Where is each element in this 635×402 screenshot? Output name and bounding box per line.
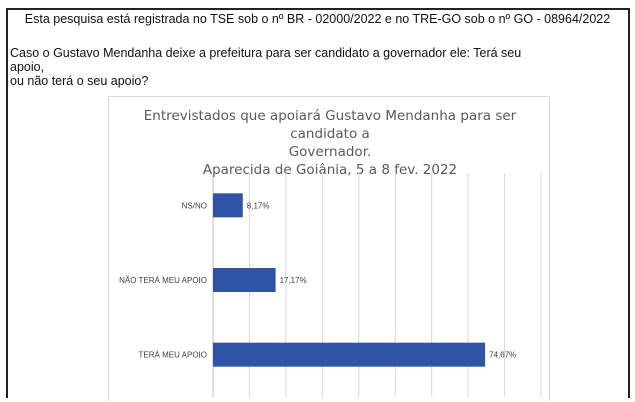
chart-title-line-1: Entrevistados que apoiará Gustavo Mendan… <box>143 108 517 142</box>
bar <box>213 342 486 367</box>
bar <box>213 268 276 292</box>
screenshot-frame <box>6 8 630 398</box>
value-label: 8,17% <box>247 201 270 210</box>
chart-title-line-2: Governador. <box>288 144 372 160</box>
chart-title: Entrevistados que apoiará Gustavo Mendan… <box>109 107 551 179</box>
category-label: TERÁ MEU APOIO <box>139 351 207 360</box>
registry-notice: Esta pesquisa está registrada no TSE sob… <box>24 12 611 26</box>
category-label: NÃO TERÁ MEU APOIO <box>119 276 207 285</box>
survey-question: Caso o Gustavo Mendanha deixe a prefeitu… <box>10 46 530 88</box>
survey-question-line-1: Caso o Gustavo Mendanha deixe a prefeitu… <box>10 46 522 74</box>
chart-title-line-3: Aparecida de Goiânia, 5 a 8 fev. 2022 <box>202 162 458 178</box>
value-label: 17,17% <box>280 276 307 285</box>
survey-question-line-2: ou não terá o seu apoio? <box>10 74 149 88</box>
category-label: NS/NO <box>182 201 207 210</box>
chart-panel: Entrevistados que apoiará Gustavo Mendan… <box>108 96 550 401</box>
bar-chart: NS/NO 8,17% NÃO TERÁ MEU APOIO 17,17% TERÁ M… <box>119 173 542 397</box>
bar <box>213 193 243 218</box>
value-label: 74,67% <box>489 351 516 360</box>
